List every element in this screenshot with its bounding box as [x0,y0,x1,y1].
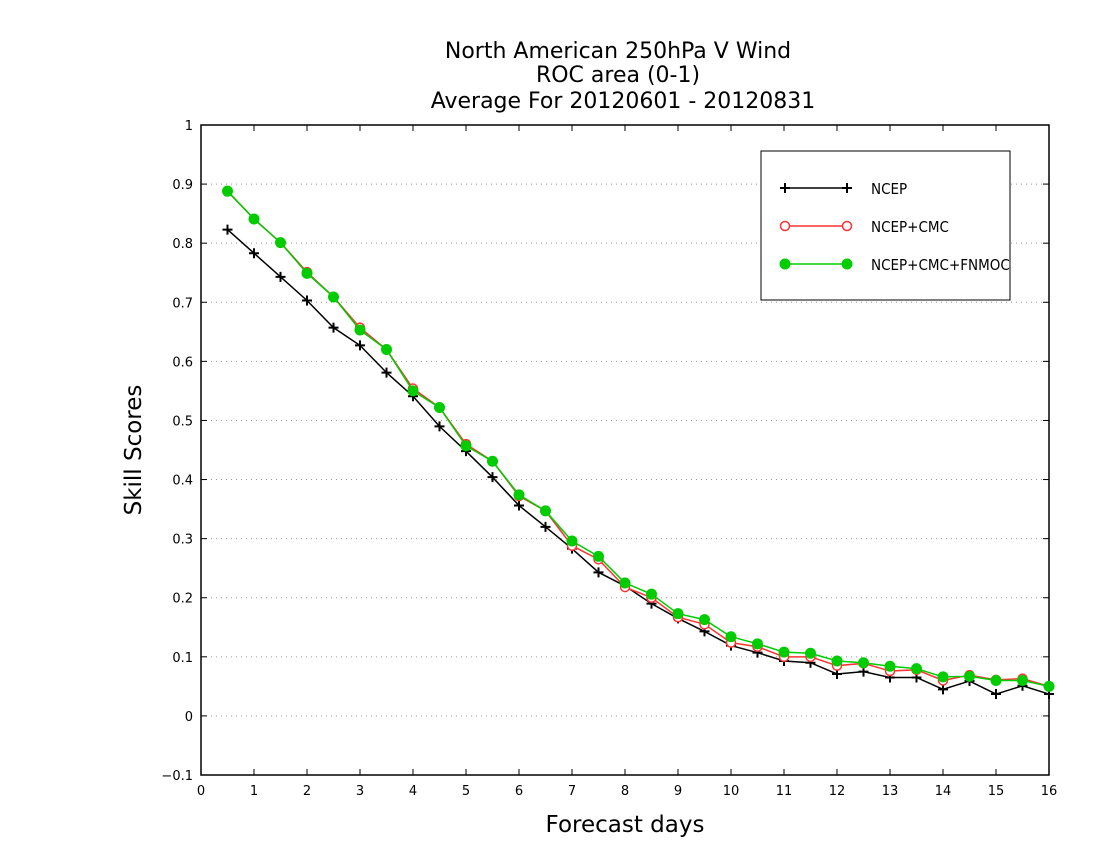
x-tick-label: 1 [250,784,258,799]
y-tick-label: 0.4 [172,474,193,489]
point-marker [779,258,791,270]
point-marker [381,367,392,378]
point-marker [540,505,551,517]
point-marker [858,657,869,669]
x-tick-label: 12 [829,784,846,799]
point-marker [540,521,551,532]
legend-label: NCEP+CMC+FNMOC [871,256,1010,274]
point-marker [752,638,763,650]
x-tick-label: 5 [462,784,470,799]
y-tick-label: 0.2 [172,592,193,607]
legend-label: NCEP [871,180,907,198]
point-marker [780,183,790,193]
point-marker [911,663,922,675]
point-marker [249,248,259,259]
point-marker [991,689,1001,700]
series-ncep-cmc-fnmoc [222,185,1055,692]
y-tick-label: 1 [185,119,193,134]
x-tick-label: 6 [515,784,523,799]
point-marker [275,271,286,282]
point-marker [778,646,790,658]
chart-title-line-1: North American 250hPa V Wind [445,39,791,64]
point-marker [831,655,843,667]
series-ncep [222,224,1054,700]
x-tick-label: 8 [621,784,629,799]
point-marker [619,577,631,589]
point-marker [487,455,498,467]
point-marker [842,183,852,193]
x-tick-label: 14 [935,784,952,799]
x-tick-label: 16 [1041,784,1058,799]
y-tick-label: 0.3 [172,533,193,548]
y-tick-label: 0.7 [172,296,193,311]
chart-title-line-2: ROC area (0-1) [536,63,700,88]
point-marker [513,489,525,501]
x-axis-title: Forecast days [546,812,705,838]
point-marker [990,674,1002,686]
point-marker [328,322,339,333]
point-marker [328,291,339,303]
x-tick-label: 0 [197,784,205,799]
point-marker [248,213,260,225]
y-tick-label: 0 [185,710,193,725]
point-marker [841,258,853,270]
point-marker [699,614,710,626]
point-marker [355,340,365,351]
x-tick-label: 3 [356,784,364,799]
x-tick-label: 2 [303,784,311,799]
y-tick-label: 0.5 [172,414,193,429]
point-marker [672,608,684,620]
point-marker [434,401,445,413]
point-marker [884,660,896,672]
point-marker [646,588,657,600]
x-tick-label: 10 [723,784,740,799]
point-marker [354,324,366,336]
point-marker [301,267,313,279]
point-marker [514,500,524,511]
point-marker [805,647,816,659]
y-tick-label: 0.1 [172,651,193,666]
point-marker [407,385,419,397]
point-marker [841,220,853,232]
point-marker [566,535,578,547]
point-marker [593,550,604,562]
legend-label: NCEP+CMC [871,218,949,236]
point-marker [222,224,233,235]
plot-area: −0.100.10.20.30.40.50.60.70.80.910 1 2 3 4 5 6… [161,119,1057,799]
chart-title-line-3: Average For 20120601 - 20120831 [431,89,816,114]
x-tick-label: 13 [882,784,899,799]
x-tick-label: 11 [776,784,793,799]
y-axis-title: Skill Scores [121,385,147,516]
x-tick-label: 4 [409,784,417,799]
x-tick-label: 9 [674,784,682,799]
point-marker [1017,674,1028,686]
point-marker [964,670,975,682]
point-marker [302,295,312,306]
point-marker [275,237,286,249]
point-marker [434,421,445,432]
point-marker [460,440,472,452]
point-marker [222,185,233,197]
legend: NCEP NCEP+CMC NCEP+CMC+FNMOC [760,150,1011,301]
point-marker [725,631,737,643]
y-tick-label: 0.6 [172,355,193,370]
y-tick-label: 0.8 [172,237,193,252]
y-tick-label: 0.9 [172,178,193,193]
point-marker [938,684,948,695]
point-marker [487,472,498,483]
x-tick-label: 15 [988,784,1005,799]
x-tick-label: 7 [568,784,576,799]
point-marker [1043,680,1055,692]
point-marker [381,344,392,356]
point-marker [779,220,791,232]
point-marker [937,671,949,683]
y-tick-label: −0.1 [161,769,193,784]
point-marker [593,567,604,578]
